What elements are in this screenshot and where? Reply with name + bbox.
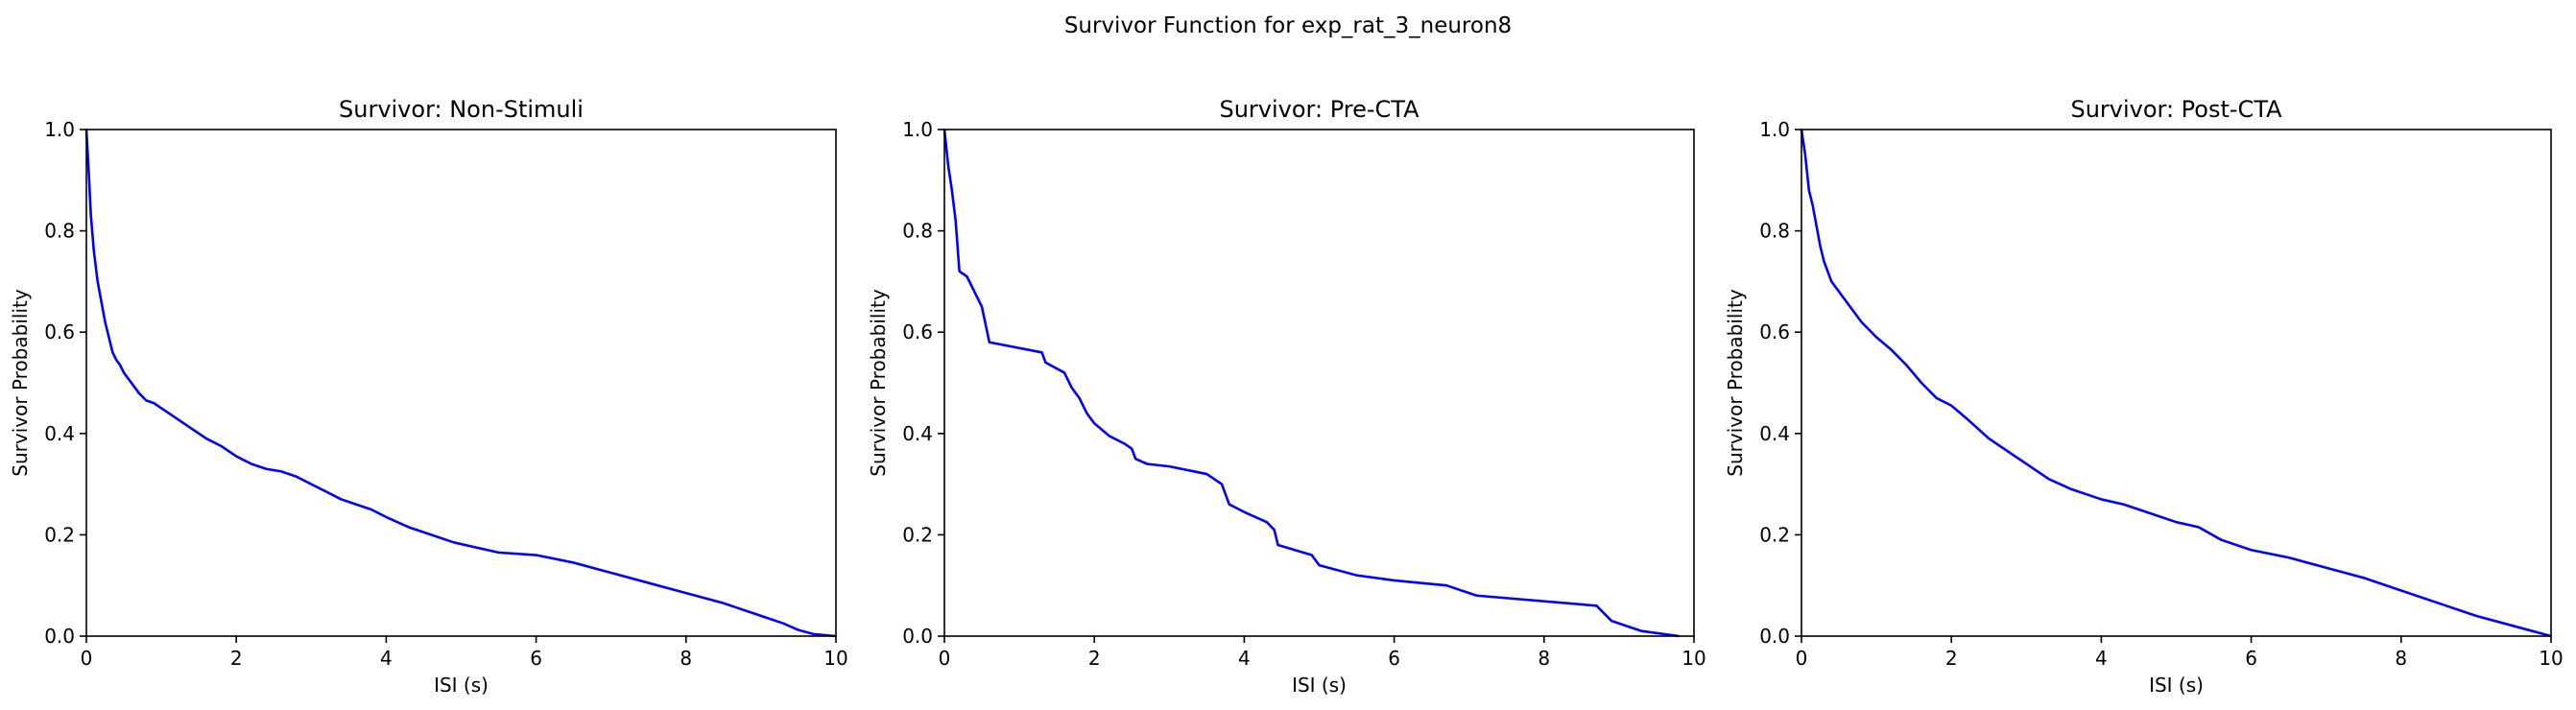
y-tick-label: 0.4 — [44, 422, 75, 445]
survivor-curve — [84, 129, 837, 638]
x-tick-label: 4 — [1238, 647, 1251, 670]
survivor-curve — [1800, 129, 2552, 638]
y-axis-label: Survivor Probability — [1724, 289, 1747, 477]
y-axis-label: Survivor Probability — [9, 289, 32, 477]
x-tick-label: 10 — [2539, 647, 2563, 670]
y-tick-label: 0.0 — [902, 625, 933, 648]
axes-frame — [943, 129, 1695, 637]
y-tick-label: 1.0 — [902, 118, 933, 141]
x-tick-label: 6 — [530, 647, 542, 670]
x-axis-label: ISI (s) — [2149, 674, 2204, 697]
x-tick-label: 2 — [1945, 647, 1958, 670]
y-tick-label: 0.8 — [902, 220, 933, 243]
x-tick-label: 10 — [1682, 647, 1705, 670]
survivor-curve — [942, 129, 1680, 638]
x-tick-label: 6 — [1388, 647, 1400, 670]
x-tick-label: 8 — [1538, 647, 1550, 670]
figure-title: Survivor Function for exp_rat_3_neuron8 — [1064, 13, 1512, 38]
x-tick-label: 0 — [81, 647, 93, 670]
y-tick-label: 0.8 — [44, 220, 75, 243]
x-tick-label: 0 — [1796, 647, 1808, 670]
subplot-1: 0 2 4 6 8 10 0.0 0.2 0.4 0.6 0.8 1.0 Survivor: Non-S… — [9, 96, 848, 697]
subplot-title: Survivor: Pre-CTA — [1219, 96, 1419, 123]
y-tick-label: 0.0 — [44, 625, 75, 648]
x-axis-label: ISI (s) — [434, 674, 489, 697]
y-tick-label: 0.2 — [902, 523, 933, 546]
x-tick-label: 6 — [2245, 647, 2257, 670]
x-axis-label: ISI (s) — [1292, 674, 1347, 697]
y-axis-label: Survivor Probability — [867, 289, 890, 477]
y-tick-label: 0.0 — [1759, 625, 1790, 648]
x-tick-label: 8 — [680, 647, 692, 670]
subplot-3: 0 2 4 6 8 10 0.0 0.2 0.4 0.6 0.8 1.0 Survivor: Post-… — [1724, 96, 2564, 697]
y-tick-label: 0.2 — [1759, 523, 1790, 546]
x-tick-label: 10 — [823, 647, 847, 670]
y-tick-label: 0.8 — [1759, 220, 1790, 243]
y-tick-label: 0.2 — [44, 523, 75, 546]
axes-frame — [85, 129, 837, 637]
y-tick-label: 1.0 — [1759, 118, 1790, 141]
subplot-title: Survivor: Non-Stimuli — [339, 96, 584, 123]
y-tick-label: 0.4 — [1759, 422, 1790, 445]
x-tick-label: 2 — [230, 647, 243, 670]
x-tick-label: 2 — [1088, 647, 1101, 670]
y-tick-label: 0.4 — [902, 422, 933, 445]
x-tick-label: 8 — [2395, 647, 2407, 670]
y-tick-label: 0.6 — [1759, 320, 1790, 343]
y-tick-label: 0.6 — [44, 320, 75, 343]
x-tick-label: 4 — [2095, 647, 2108, 670]
y-tick-label: 1.0 — [44, 118, 75, 141]
x-tick-label: 0 — [939, 647, 951, 670]
subplot-2: 0 2 4 6 8 10 0.0 0.2 0.4 0.6 0.8 1.0 Survivor: Pre-C… — [867, 96, 1706, 697]
x-tick-label: 4 — [380, 647, 393, 670]
axes-frame — [1801, 129, 2552, 637]
y-tick-label: 0.6 — [902, 320, 933, 343]
subplot-title: Survivor: Post-CTA — [2070, 96, 2282, 123]
